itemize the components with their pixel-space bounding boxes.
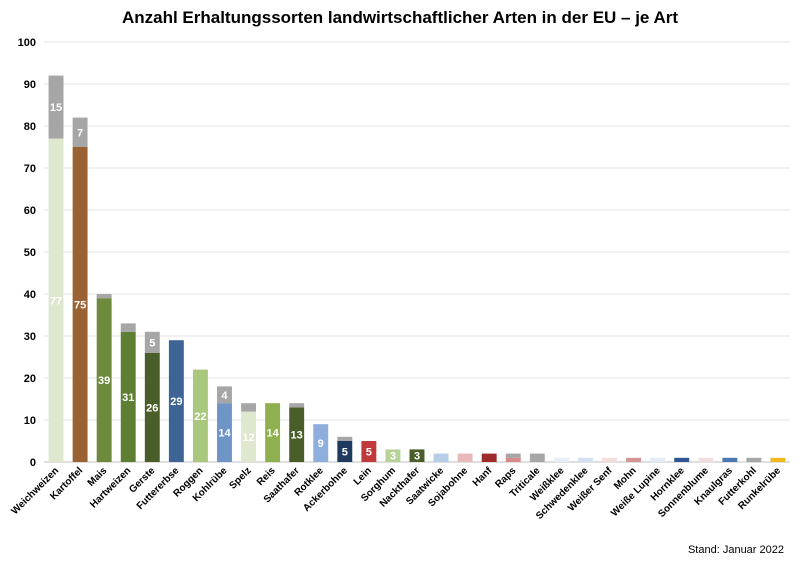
bar-segment — [289, 403, 305, 408]
data-label: 5 — [366, 447, 372, 459]
y-tick-label: 70 — [24, 163, 36, 175]
bar-segment — [96, 294, 112, 299]
data-label: 15 — [50, 102, 62, 114]
bar-segment — [698, 457, 714, 462]
y-tick-label: 60 — [24, 205, 36, 217]
y-tick-label: 80 — [24, 121, 36, 133]
data-label: 14 — [266, 428, 279, 440]
y-tick-label: 30 — [24, 331, 36, 343]
x-tick-label: Hanf — [471, 465, 495, 489]
data-label: 13 — [291, 430, 303, 442]
bar-segment — [120, 331, 136, 462]
data-label: 7 — [77, 127, 83, 139]
bar-segment — [241, 411, 257, 462]
bar-segment — [192, 369, 208, 462]
bar-segment — [48, 138, 64, 462]
y-tick-label: 100 — [18, 37, 36, 49]
data-label: 22 — [194, 411, 206, 423]
data-label: 29 — [170, 396, 182, 408]
bar-segment — [144, 331, 160, 353]
data-label: 5 — [342, 447, 348, 459]
data-label: 4 — [221, 390, 228, 402]
bar-segment — [481, 453, 497, 462]
bar-segment — [505, 453, 521, 458]
bar-segment — [168, 340, 184, 462]
y-tick-label: 10 — [24, 415, 36, 427]
bar-segment — [144, 352, 160, 462]
data-label: 31 — [122, 392, 134, 404]
bar-segment — [217, 386, 232, 404]
bar-segment — [72, 147, 88, 462]
data-label: 14 — [218, 428, 231, 440]
data-label: 3 — [390, 451, 396, 463]
data-label: 5 — [149, 337, 155, 349]
bar-segment — [385, 449, 401, 462]
bar-segment — [337, 436, 353, 441]
y-tick-label: 50 — [24, 247, 36, 259]
bar-segment — [602, 457, 617, 462]
data-label: 75 — [74, 300, 86, 312]
bar-segment — [96, 298, 112, 462]
bars: 77 15 75 7 39 31 26 5 29 22 14 4 12 14 13 9 5 5 3 3 — [48, 75, 786, 463]
bar-segment — [48, 75, 64, 139]
data-label: 39 — [98, 375, 110, 387]
bar-segment — [770, 457, 786, 462]
bar-segment — [409, 449, 425, 462]
bar-segment — [650, 457, 666, 462]
bar-segment — [722, 457, 738, 462]
bar-segment — [289, 407, 305, 462]
bar-segment — [505, 457, 521, 462]
data-label: 3 — [414, 451, 420, 463]
bar-segment — [433, 453, 449, 462]
bar-segment — [674, 457, 690, 462]
bar-segment — [529, 453, 545, 462]
bar-segment — [120, 323, 136, 332]
footnote: Stand: Januar 2022 — [687, 544, 784, 556]
bar-segment — [577, 457, 593, 462]
bar-segment — [265, 403, 281, 462]
y-tick-label: 40 — [24, 289, 36, 301]
bar-segment — [746, 457, 762, 462]
bar-segment — [626, 457, 642, 462]
bar-segment — [313, 424, 329, 462]
bar-segment — [361, 441, 377, 462]
data-label: 77 — [50, 295, 62, 307]
bar-segment — [217, 403, 232, 462]
y-tick-label: 20 — [24, 373, 36, 385]
bar-segment — [72, 117, 88, 147]
bar-segment — [337, 441, 353, 462]
bar-segment — [241, 403, 257, 412]
data-label: 9 — [318, 438, 324, 450]
bar-segment — [553, 457, 569, 462]
data-label: 26 — [146, 402, 158, 414]
y-tick-label: 90 — [24, 79, 36, 91]
y-axis: 0 10 20 30 40 50 60 70 80 90 100 — [18, 37, 36, 469]
y-tick-label: 0 — [30, 457, 36, 469]
x-tick-label: Spelz — [227, 465, 253, 491]
data-label: 12 — [242, 432, 254, 444]
chart-title: Anzahl Erhaltungssorten landwirtschaftli… — [121, 8, 679, 27]
bar-segment — [457, 453, 473, 462]
